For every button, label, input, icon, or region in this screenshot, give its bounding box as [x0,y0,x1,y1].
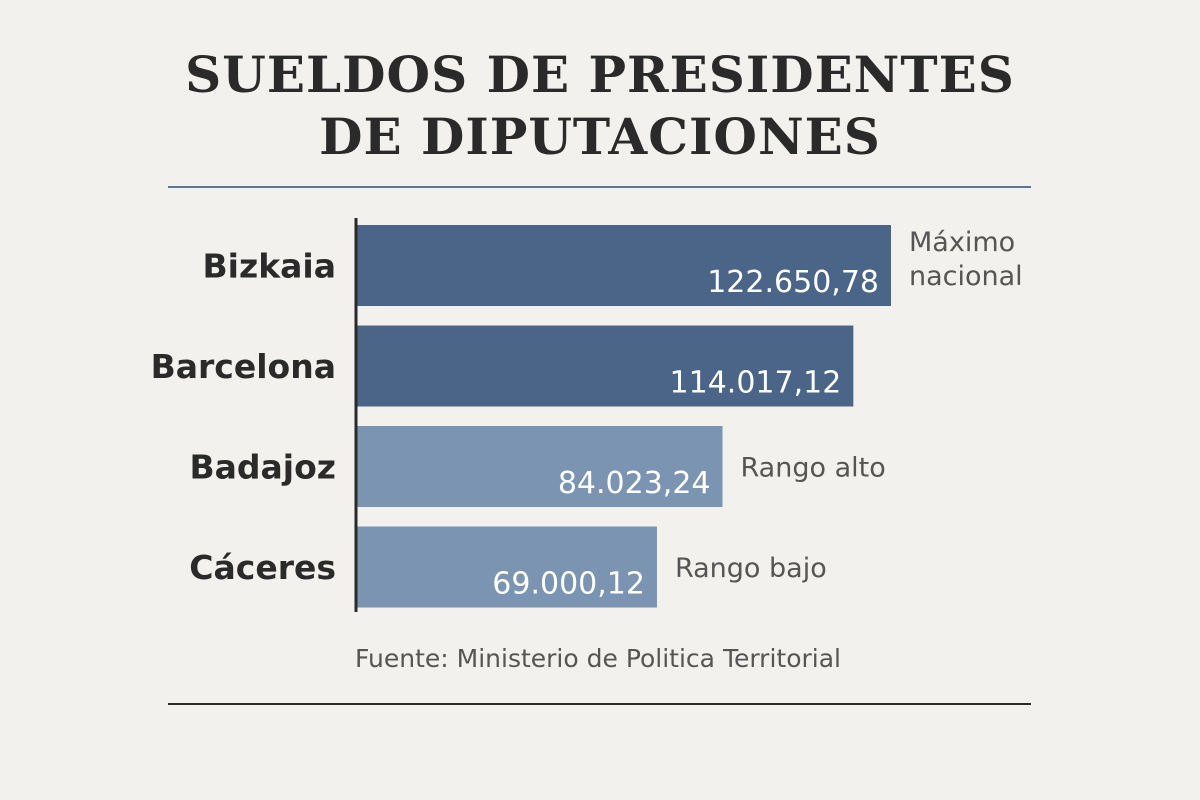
category-label: Cáceres [189,548,336,587]
annotation-label: Máximo [909,227,1015,258]
value-label: 114.017,12 [670,366,842,401]
annotation-label: nacional [909,261,1023,292]
bar-1 [356,225,891,306]
category-label: Barcelona [151,347,336,386]
annotation-label: Rango bajo [675,553,827,584]
bar-2 [356,325,854,407]
chart-title-line-2: DE DIPUTACIONES [319,107,881,166]
category-label: Badajoz [189,448,336,487]
value-label: 69.000,12 [492,567,645,602]
category-label: Bizkaia [203,247,336,286]
value-label: 84.023,24 [558,466,711,501]
bottom-divider [168,703,1031,705]
value-label: 122.650,78 [707,265,879,300]
chart-title-line-1: SUELDOS DE PRESIDENTES [185,45,1015,104]
source-note: Fuente: Ministerio de Politica Territori… [355,644,841,673]
annotation-label: Rango alto [741,453,886,484]
chart-title: SUELDOS DE PRESIDENTES DE DIPUTACIONES [0,44,1200,168]
bar-4 [356,526,657,608]
bar-3 [356,426,723,507]
top-divider [168,186,1031,188]
